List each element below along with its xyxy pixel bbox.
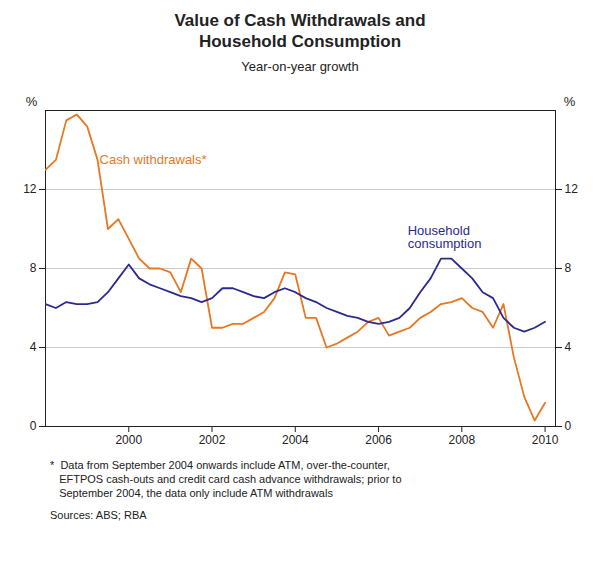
svg-text:8: 8 xyxy=(565,261,572,275)
svg-text:2006: 2006 xyxy=(365,433,392,447)
svg-text:2004: 2004 xyxy=(282,433,309,447)
svg-text:12: 12 xyxy=(565,182,579,196)
svg-text:2008: 2008 xyxy=(448,433,475,447)
svg-text:8: 8 xyxy=(30,261,37,275)
html-text:Year-on-year growth: Year-on-year growth xyxy=(241,58,359,74)
html-text:Sources: ABS; RBA: Sources: ABS; RBA xyxy=(50,509,147,522)
svg-text:4: 4 xyxy=(565,340,572,354)
svg-text:4: 4 xyxy=(30,340,37,354)
svg-text:2000: 2000 xyxy=(115,433,142,447)
svg-text:Cash withdrawals*: Cash withdrawals* xyxy=(100,152,207,167)
svg-text:Householdconsumption: Householdconsumption xyxy=(408,222,482,250)
html-text:* Data from September 2004 onw: * Data from September 2004 onwards inclu… xyxy=(50,458,402,500)
svg-text:12: 12 xyxy=(23,182,37,196)
svg-text:0: 0 xyxy=(30,419,37,433)
svg-text:%: % xyxy=(564,93,576,108)
svg-text:2010: 2010 xyxy=(532,433,559,447)
svg-text:0: 0 xyxy=(565,419,572,433)
svg-text:%: % xyxy=(26,93,38,108)
svg-text:2002: 2002 xyxy=(199,433,226,447)
html-text:Value of Cash Withdrawals and: Value of Cash Withdrawals and Household … xyxy=(174,11,426,52)
